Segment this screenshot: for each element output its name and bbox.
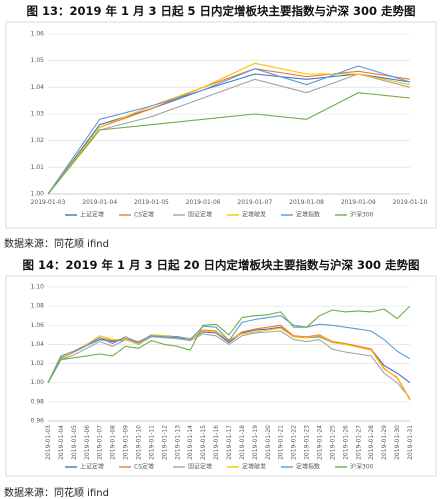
c14-x-tick-label: 2019-01-04 bbox=[58, 425, 65, 460]
c14-x-tick-label: 2019-01-20 bbox=[265, 425, 272, 460]
c14-series-line-3 bbox=[47, 330, 411, 399]
c14-x-tick-label: 2019-01-29 bbox=[381, 425, 388, 460]
c14-x-tick-label: 2019-01-23 bbox=[304, 425, 311, 460]
figure-14-source: 数据来源：同花顺 ifind bbox=[4, 488, 109, 499]
c14-x-tick-label: 2019-01-13 bbox=[174, 425, 181, 460]
figure-13-source: 数据来源：同花顺 ifind bbox=[4, 239, 109, 250]
c13-frame bbox=[5, 21, 437, 229]
c13-y-tick-label: 1.04 bbox=[31, 84, 45, 91]
c13-legend-label: 定增指数 bbox=[296, 211, 320, 219]
c14-x-tick-label: 2019-01-08 bbox=[110, 425, 117, 460]
c13-series-line-4 bbox=[47, 62, 411, 195]
c14-x-tick-label: 2019-01-12 bbox=[161, 425, 168, 460]
c14-legend-label: 定增破发 bbox=[242, 463, 266, 471]
c13-y-tick-label: 1.03 bbox=[31, 111, 45, 118]
c13-x-tick-label: 2019-01-07 bbox=[237, 199, 272, 206]
c13-y-tick-label: 1.01 bbox=[31, 164, 45, 171]
c14-series-line-6 bbox=[47, 305, 411, 383]
c13-y-tick-label: 1.05 bbox=[31, 57, 45, 64]
c14-legend-label: 上证定增 bbox=[80, 463, 104, 471]
c14-series-line-2 bbox=[47, 324, 411, 401]
c13-x-tick-label: 2019-01-08 bbox=[289, 199, 324, 206]
c13-series-line-6 bbox=[47, 92, 411, 195]
c14-x-tick-label: 2019-01-11 bbox=[148, 425, 155, 460]
c13-legend-label: 定增破发 bbox=[242, 211, 266, 219]
c14-legend-label: 定增指数 bbox=[296, 463, 320, 471]
c14-x-tick-label: 2019-01-22 bbox=[291, 425, 298, 460]
c13-y-tick-label: 1.06 bbox=[31, 31, 45, 38]
c14-y-tick-label: 1.02 bbox=[31, 360, 45, 367]
c13-x-tick-label: 2019-01-10 bbox=[393, 199, 428, 206]
c13-legend-label: CS定增 bbox=[134, 211, 154, 219]
c14-series-line-1 bbox=[47, 326, 411, 384]
c14-x-tick-label: 2019-01-26 bbox=[342, 425, 349, 460]
c14-legend-label: 沪深300 bbox=[350, 463, 374, 471]
c14-y-tick-label: 1.10 bbox=[31, 284, 45, 291]
c14-x-tick-label: 2019-01-30 bbox=[394, 425, 401, 460]
c14-x-tick-label: 2019-01-28 bbox=[368, 425, 375, 460]
c14-y-tick-label: 1.04 bbox=[31, 341, 45, 348]
c13-x-tick-label: 2019-01-05 bbox=[134, 199, 169, 206]
c13-y-tick-label: 1.02 bbox=[31, 137, 45, 144]
c13-legend-label: 国证定增 bbox=[188, 211, 212, 219]
c14-x-tick-label: 2019-01-25 bbox=[329, 425, 336, 460]
c14-x-tick-label: 2019-01-31 bbox=[407, 425, 414, 460]
c14-y-tick-label: 1.08 bbox=[31, 303, 45, 310]
c14-x-tick-label: 2019-01-19 bbox=[252, 425, 259, 460]
c14-x-tick-label: 2019-01-07 bbox=[97, 425, 104, 460]
c14-legend-label: CS定增 bbox=[134, 463, 154, 471]
c14-y-tick-label: 1.00 bbox=[31, 379, 45, 386]
chart-14: 0.96 0.98 1.00 1.02 1.04 1.06 1.08 1.10 2019-01-… bbox=[5, 275, 437, 477]
c13-series-line-3 bbox=[47, 73, 411, 195]
c14-series-line-5 bbox=[47, 315, 411, 383]
c13-x-tick-label: 2019-01-04 bbox=[82, 199, 117, 206]
c14-series-line-4 bbox=[47, 327, 411, 400]
c14-x-tick-label: 2019-01-21 bbox=[278, 425, 285, 460]
c14-x-tick-label: 2019-01-17 bbox=[226, 425, 233, 460]
c13-y-tick-label: 1.00 bbox=[31, 191, 45, 198]
figure-13-title: 图 13：2019 年 1 月 3 日起 5 日内定增板块主要指数与沪深 300… bbox=[26, 4, 416, 18]
c14-x-tick-label: 2019-01-09 bbox=[123, 425, 130, 460]
c14-x-tick-label: 2019-01-27 bbox=[355, 425, 362, 460]
c14-x-tick-label: 2019-01-10 bbox=[136, 425, 143, 460]
c14-y-tick-label: 0.96 bbox=[31, 418, 45, 425]
c13-x-tick-label: 2019-01-06 bbox=[186, 199, 221, 206]
c14-x-tick-label: 2019-01-15 bbox=[200, 425, 207, 460]
c14-y-tick-label: 1.06 bbox=[31, 322, 45, 329]
c14-x-tick-label: 2019-01-24 bbox=[317, 425, 324, 460]
c14-x-tick-label: 2019-01-16 bbox=[213, 425, 220, 460]
figure-14-title: 图 14：2019 年 1 月 3 日起 20 日内定增板块主要指数与沪深 30… bbox=[22, 258, 420, 272]
c13-series-line-5 bbox=[47, 65, 411, 195]
c14-x-tick-label: 2019-01-18 bbox=[239, 425, 246, 460]
c13-series-line-1 bbox=[47, 73, 411, 195]
c14-x-tick-label: 2019-01-06 bbox=[84, 425, 91, 460]
c14-x-tick-label: 2019-01-14 bbox=[187, 425, 194, 460]
c14-x-tick-label: 2019-01-05 bbox=[71, 425, 78, 460]
c13-legend-label: 沪深300 bbox=[350, 211, 374, 219]
c13-legend-label: 上证定增 bbox=[80, 211, 104, 219]
c14-legend-label: 国证定增 bbox=[188, 463, 212, 471]
c13-x-tick-label: 2019-01-03 bbox=[31, 199, 66, 206]
chart-13: 1.00 1.01 1.02 1.03 1.04 1.05 1.06 2019-01-03 20… bbox=[5, 21, 437, 229]
c14-y-tick-label: 0.98 bbox=[31, 398, 45, 405]
c14-frame bbox=[5, 275, 437, 477]
c14-x-tick-label: 2019-01-03 bbox=[45, 425, 52, 460]
c13-x-tick-label: 2019-01-09 bbox=[341, 199, 376, 206]
